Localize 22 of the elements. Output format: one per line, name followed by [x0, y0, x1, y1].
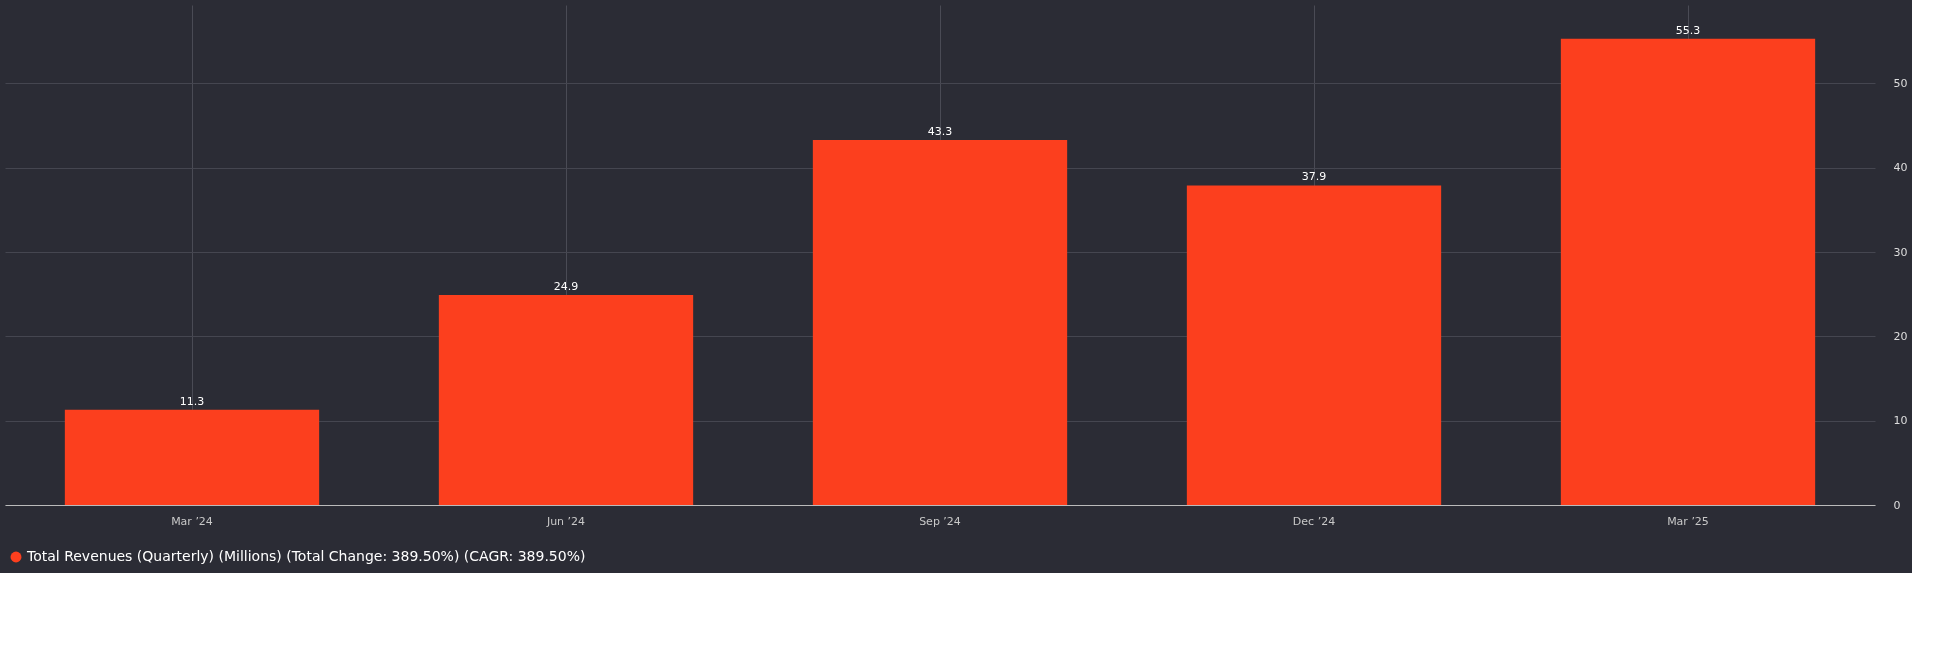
data-label: 43.3: [927, 124, 953, 138]
x-tick-label: Jun ’24: [545, 514, 586, 528]
data-label: 55.3: [1675, 23, 1701, 37]
y-tick-label: 0: [1893, 498, 1901, 512]
bar: [1186, 185, 1442, 505]
data-label: 37.9: [1301, 170, 1327, 184]
y-tick-label: 20: [1893, 329, 1908, 343]
x-tick-label: Dec ’24: [1292, 514, 1336, 528]
y-tick-label: 50: [1893, 76, 1908, 90]
bar: [812, 139, 1068, 505]
bar: [1560, 38, 1816, 505]
bar: [64, 409, 320, 505]
y-tick-label: 30: [1893, 245, 1908, 259]
x-tick-label: Sep ’24: [919, 514, 961, 528]
x-tick-label: Mar ’24: [171, 514, 213, 528]
legend-label: Total Revenues (Quarterly) (Millions) (Total Change: 389.50%) (CAGR: 389.50%): [26, 548, 586, 564]
data-label: 24.9: [553, 280, 579, 294]
x-tick-label: Mar ’25: [1667, 514, 1709, 528]
y-tick-label: 10: [1893, 414, 1908, 428]
y-tick-label: 40: [1893, 161, 1908, 175]
bar: [438, 295, 694, 505]
data-label: 11.3: [179, 394, 205, 408]
